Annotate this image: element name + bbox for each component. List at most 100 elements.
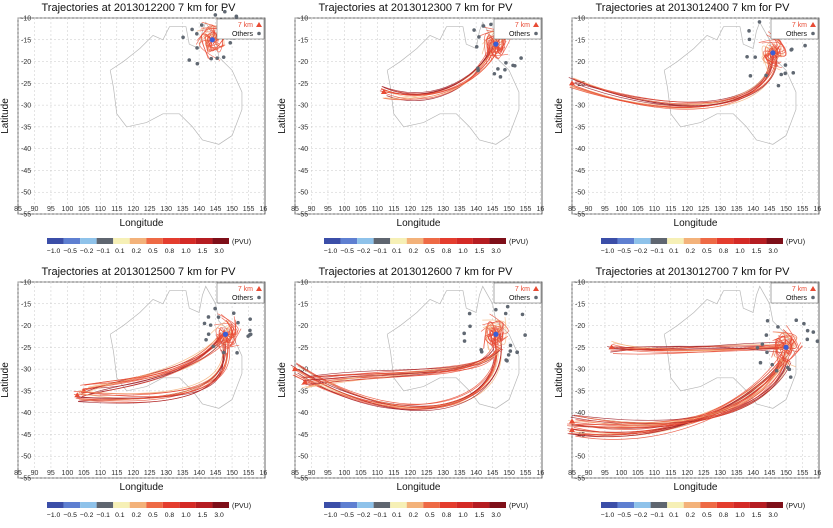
y-tick-label: -45 [21, 432, 31, 439]
trajectory-end-marker [569, 418, 575, 424]
trajectory-line [80, 336, 228, 395]
x-tick-label: 90 [308, 206, 316, 213]
x-tick-label: 105 [355, 206, 367, 213]
trajectory-line [487, 333, 503, 347]
y-tick-label: -35 [21, 388, 31, 395]
trajectory-line [217, 333, 234, 347]
x-tick-label: 85 [568, 206, 576, 213]
legend-label: 7 km [792, 22, 807, 29]
colorbar-label: 3.0 [768, 512, 778, 519]
x-tick-label: 140 [193, 470, 205, 477]
panel-svg: Trajectories at 2013012700 7 km for PV 85… [554, 266, 821, 519]
colorbar-segment [439, 238, 457, 244]
colorbar-label: 0.2 [132, 248, 142, 255]
x-tick-label: 120 [127, 470, 139, 477]
others-marker [515, 350, 519, 355]
trajectory-line [487, 43, 509, 57]
trajectory-line [216, 333, 230, 349]
y-tick-label: -20 [21, 59, 31, 66]
x-tick-label: 105 [78, 206, 90, 213]
trajectory-line [764, 52, 779, 67]
panel-svg: Trajectories at 2013012300 7 km for PV 85… [277, 2, 544, 255]
colorbar-label: −0.5 [63, 248, 77, 255]
x-tick-label: 16 [536, 470, 544, 477]
y-tick-label: -10 [575, 16, 585, 23]
colorbar-segment [390, 238, 407, 244]
colorbar-label: 3.0 [214, 248, 224, 255]
colorbar-label: 1.5 [475, 512, 485, 519]
x-tick-label: 85 [14, 470, 22, 477]
others-marker [789, 48, 793, 52]
x-tick-label: 90 [31, 206, 39, 213]
others-marker [802, 321, 806, 326]
y-tick-label: -10 [298, 16, 308, 23]
y-tick-label: -25 [575, 81, 585, 88]
y-tick-label: -10 [21, 16, 31, 23]
trajectory-line [495, 35, 506, 54]
x-tick-label: 16 [259, 470, 267, 477]
plot-area [294, 281, 543, 479]
x-tick-label: 125 [144, 470, 156, 477]
trajectory-line [303, 351, 492, 381]
others-marker [479, 349, 484, 354]
trajectory-line [84, 339, 228, 386]
colorbar-label: 1.5 [198, 248, 208, 255]
trajectory-line [567, 358, 787, 429]
panel-svg: Trajectories at 2013012200 7 km for PV 85… [0, 2, 267, 255]
trajectory-line [217, 313, 239, 335]
y-tick-label: -50 [298, 190, 308, 197]
others-marker [181, 35, 185, 40]
x-tick-label: 145 [487, 206, 499, 213]
trajectory-panel: Trajectories at 2013012500 7 km for PV 85… [0, 264, 277, 528]
colorbar-segment [195, 238, 213, 244]
colorbar-segment [650, 238, 668, 244]
others-marker [213, 13, 218, 17]
y-tick-label: -35 [298, 388, 308, 395]
trajectory-panel: Trajectories at 2013012200 7 km for PV 85… [0, 0, 277, 264]
x-tick-label: 150 [780, 470, 792, 477]
others-marker [745, 54, 749, 59]
others-marker [747, 29, 751, 33]
colorbar-unit: (PVU) [786, 239, 805, 246]
others-marker [248, 328, 252, 333]
x-tick-label: 150 [226, 470, 238, 477]
y-tick-label: -15 [21, 301, 31, 308]
trajectory-line [481, 30, 497, 55]
others-marker [755, 345, 760, 350]
panel-svg: Trajectories at 2013012400 7 km for PV 85… [554, 2, 821, 255]
colorbar-label: 0.5 [425, 512, 435, 519]
x-tick-label: 140 [193, 206, 205, 213]
x-tick-label: 105 [355, 470, 367, 477]
colorbar-segment [439, 502, 457, 508]
y-tick-label: -25 [575, 345, 585, 352]
others-marker [760, 342, 765, 346]
legend: 7 km Others [770, 18, 819, 40]
others-marker [481, 24, 486, 28]
x-axis-label: Longitude [674, 482, 718, 493]
trajectory-line [305, 348, 501, 386]
colorbar-label: 1.0 [181, 248, 191, 255]
colorbar-segment [700, 238, 717, 244]
trajectory-line [83, 334, 222, 386]
colorbar-segment [472, 238, 490, 244]
others-marker [788, 375, 793, 379]
colorbar-label: 0.8 [442, 512, 452, 519]
colorbar-segment [634, 502, 651, 508]
y-tick-label: -40 [298, 410, 308, 417]
others-marker [494, 307, 498, 312]
others-marker [199, 23, 204, 27]
x-tick-label: 95 [47, 470, 55, 477]
colorbar-label: 0.2 [409, 512, 419, 519]
colorbar-segment [766, 502, 783, 508]
y-axis-label: Latitude [554, 98, 565, 134]
others-marker [811, 330, 816, 334]
trajectory-line [199, 39, 221, 61]
others-marker [223, 9, 227, 14]
colorbar-segment [179, 238, 196, 244]
chart-title: Trajectories at 2013012500 7 km for PV [41, 266, 236, 278]
colorbar-label: 0.8 [165, 248, 175, 255]
others-marker [209, 56, 214, 61]
others-marker [805, 337, 810, 342]
y-tick-label: -45 [298, 432, 308, 439]
colorbar-segment [489, 238, 506, 244]
